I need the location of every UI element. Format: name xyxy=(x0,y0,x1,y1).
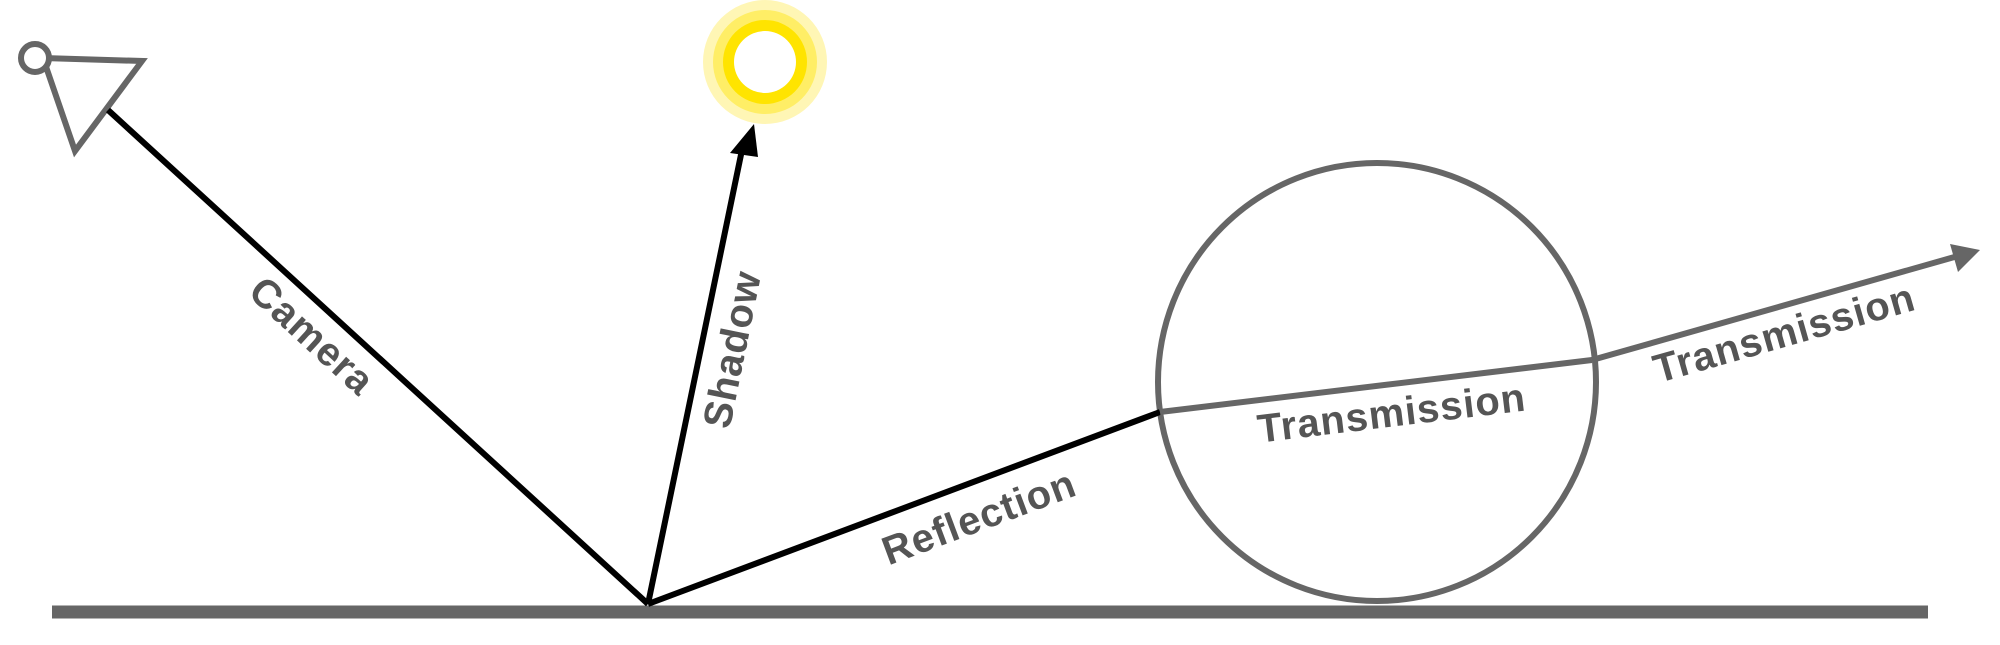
sun-light-icon xyxy=(703,0,827,124)
camera-icon xyxy=(18,41,148,158)
transmission-ray-outer xyxy=(1591,253,1959,363)
camera-ray xyxy=(105,107,651,607)
transmission-ray-inner xyxy=(1159,357,1593,415)
transmission-ray-arrowhead xyxy=(1950,244,1980,272)
shadow-ray xyxy=(645,144,746,605)
reflection-ray xyxy=(646,409,1162,607)
shadow-ray-arrowhead xyxy=(730,124,758,157)
shadow-label: Shadow xyxy=(695,267,770,432)
glass-sphere xyxy=(1155,160,1599,604)
camera-label: Camera xyxy=(240,268,382,404)
